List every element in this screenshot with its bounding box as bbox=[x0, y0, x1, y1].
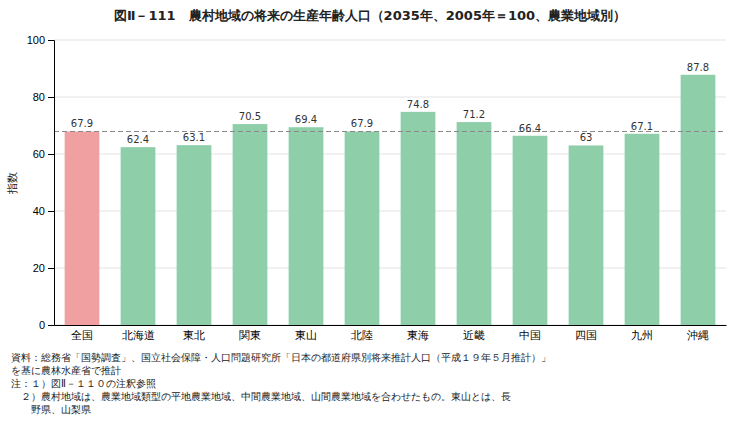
tick-mark bbox=[48, 211, 54, 212]
tick-mark bbox=[48, 97, 54, 98]
data-label: 62.4 bbox=[127, 134, 149, 145]
tick: 東北 bbox=[183, 329, 205, 341]
grid bbox=[54, 40, 726, 325]
tick: 東山 bbox=[295, 329, 317, 341]
tick-label: 四国 bbox=[575, 329, 597, 341]
footer-notes: 資料：総務省「国勢調査」、国立社会保障・人口問題研究所「日本の都道府県別将来推計… bbox=[11, 352, 551, 415]
tick: 関東 bbox=[239, 329, 261, 341]
tick-mark bbox=[48, 268, 54, 269]
chart-container: 図Ⅱ－111 農村地域の将来の生産年齢人口（2035年、2005年＝100、農業… bbox=[0, 0, 740, 422]
tick-label: 80 bbox=[33, 91, 45, 103]
tick: 北陸 bbox=[351, 329, 373, 341]
bar bbox=[233, 124, 268, 325]
data-labels: 67.9 62.4 63.1 70.5 69.4 67.9 74.8 71.2 66.4 63 67… bbox=[71, 62, 709, 145]
tick-label: 東海 bbox=[407, 329, 429, 341]
tick-mark bbox=[48, 40, 54, 41]
bar bbox=[177, 145, 212, 325]
tick-label: 沖縄 bbox=[687, 329, 709, 341]
data-label: 87.8 bbox=[687, 62, 709, 73]
reference-line bbox=[54, 131, 726, 132]
bar bbox=[457, 122, 492, 325]
tick-label: 北海道 bbox=[122, 329, 155, 341]
data-label: 74.8 bbox=[407, 99, 429, 110]
bar bbox=[345, 131, 380, 325]
tick-label: 北陸 bbox=[351, 329, 373, 341]
bar bbox=[569, 145, 604, 325]
bar bbox=[681, 75, 716, 325]
tick-label: 60 bbox=[33, 148, 45, 160]
tick-mark bbox=[48, 325, 54, 326]
axis-line bbox=[55, 325, 727, 326]
tick: 北海道 bbox=[122, 329, 155, 341]
y-axis: 0 20 40 60 80 100 bbox=[27, 34, 55, 331]
title: 図Ⅱ－111 農村地域の将来の生産年齢人口（2035年、2005年＝100、農業… bbox=[114, 8, 626, 23]
tick: 東海 bbox=[407, 329, 429, 341]
tick: 四国 bbox=[575, 329, 597, 341]
tick: 100 bbox=[27, 34, 54, 46]
data-label: 70.5 bbox=[239, 111, 261, 122]
plot-area bbox=[54, 75, 726, 325]
data-label: 67.9 bbox=[71, 118, 93, 129]
tick: 全国 bbox=[71, 329, 93, 341]
tick: 40 bbox=[33, 205, 54, 217]
tick-label: 0 bbox=[39, 319, 45, 331]
tick: 近畿 bbox=[463, 329, 485, 341]
grid-line bbox=[54, 97, 726, 98]
tick-label: 東北 bbox=[183, 329, 205, 341]
data-label: 63.1 bbox=[183, 132, 205, 143]
chart-svg: 図Ⅱ－111 農村地域の将来の生産年齢人口（2035年、2005年＝100、農業… bbox=[0, 0, 740, 422]
data-label: 67.1 bbox=[631, 121, 653, 132]
y-axis-title: 指数 bbox=[6, 172, 19, 195]
annotation: ２）農村地域は、農業地域類型の平地農業地域、中間農業地域、山間農業地域を合わせた… bbox=[11, 391, 511, 402]
tick: 九州 bbox=[631, 329, 653, 341]
tick-mark bbox=[48, 154, 54, 155]
tick-label: 中国 bbox=[519, 329, 541, 341]
bar bbox=[289, 127, 324, 325]
tick-label: 東山 bbox=[295, 329, 317, 341]
axis-line bbox=[48, 41, 55, 326]
tick: 沖縄 bbox=[687, 329, 709, 341]
data-label: 66.4 bbox=[519, 123, 541, 134]
tick: 0 bbox=[39, 319, 54, 331]
tick-label: 近畿 bbox=[463, 329, 485, 341]
data-label: 71.2 bbox=[463, 109, 485, 120]
tick: 20 bbox=[33, 262, 54, 274]
tick-label: 全国 bbox=[71, 329, 93, 341]
tick: 中国 bbox=[519, 329, 541, 341]
data-label: 67.9 bbox=[351, 118, 373, 129]
data-label: 69.4 bbox=[295, 114, 317, 125]
tick-label: 九州 bbox=[631, 329, 653, 341]
tick-label: 100 bbox=[27, 34, 45, 46]
tick: 60 bbox=[33, 148, 54, 160]
bar bbox=[513, 136, 548, 325]
grid-line bbox=[54, 40, 726, 41]
data-label: 63 bbox=[580, 132, 593, 143]
tick-label: 関東 bbox=[239, 329, 261, 341]
bar bbox=[401, 112, 436, 325]
annotation: を基に農林水産省で推計 bbox=[11, 365, 121, 376]
tick: 80 bbox=[33, 91, 54, 103]
annotation: 注：１）図Ⅱ－１１０の注釈参照 bbox=[11, 378, 156, 389]
annotation: 資料：総務省「国勢調査」、国立社会保障・人口問題研究所「日本の都道府県別将来推計… bbox=[11, 352, 551, 363]
tick-label: 20 bbox=[33, 262, 45, 274]
bar bbox=[65, 131, 100, 325]
annotation: 野県、山梨県 bbox=[11, 404, 91, 415]
bar bbox=[121, 147, 156, 325]
x-axis: 全国 北海道 東北 関東 東山 北陸 東海 近畿 中国 四国 九州 沖縄 bbox=[55, 326, 727, 341]
tick-label: 40 bbox=[33, 205, 45, 217]
bar bbox=[625, 134, 660, 325]
